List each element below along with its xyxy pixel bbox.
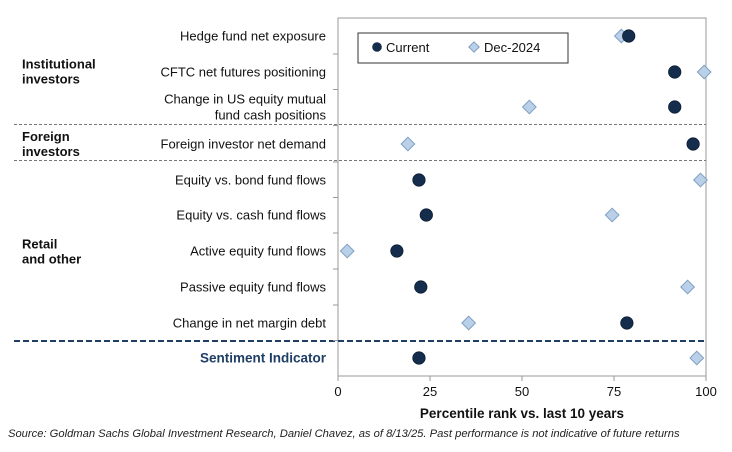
dec-2024-point xyxy=(696,64,712,80)
legend-box xyxy=(357,32,569,64)
category-label: Active equity fund flows xyxy=(190,244,326,259)
x-axis-title: Percentile rank vs. last 10 years xyxy=(420,406,624,421)
current-point xyxy=(419,208,433,222)
current-point xyxy=(390,244,404,258)
x-tick-label: 25 xyxy=(423,384,437,399)
current-point xyxy=(412,351,426,365)
x-tick-label: 75 xyxy=(607,384,621,399)
current-point xyxy=(414,280,428,294)
dec-2024-point xyxy=(339,243,355,259)
source-note: Source: Goldman Sachs Global Investment … xyxy=(8,428,680,440)
current-point xyxy=(412,173,426,187)
category-label: Change in US equity mutual xyxy=(164,92,326,107)
x-tick-label: 100 xyxy=(695,384,717,399)
group-label: investors xyxy=(22,72,80,87)
dec-2024-point xyxy=(400,136,416,152)
legend-current-marker xyxy=(372,42,382,52)
category-label: fund cash positions xyxy=(215,108,327,123)
current-point xyxy=(686,137,700,151)
legend-dec-2024-marker xyxy=(468,41,480,53)
current-point xyxy=(668,65,682,79)
x-tick-label: 50 xyxy=(515,384,529,399)
dec-2024-point xyxy=(604,207,620,223)
category-label: Equity vs. cash fund flows xyxy=(176,208,326,223)
dec-2024-point xyxy=(689,350,705,366)
group-label: investors xyxy=(22,144,80,159)
category-label: Change in net margin debt xyxy=(173,316,327,331)
category-label: Passive equity fund flows xyxy=(180,280,326,295)
group-label: Retail xyxy=(22,237,57,252)
category-label: CFTC net futures positioning xyxy=(161,65,326,80)
current-point xyxy=(620,316,634,330)
group-label: Foreign xyxy=(22,129,70,144)
group-label: Institutional xyxy=(22,57,96,72)
dec-2024-point xyxy=(461,315,477,331)
category-label: Hedge fund net exposure xyxy=(180,29,326,44)
dec-2024-point xyxy=(680,279,696,295)
plot-frame xyxy=(337,17,707,377)
legend-current-label: Current xyxy=(386,40,430,55)
percentile-rank-chart: 0 25 50 75 100 Percentile rank vs. last 10 ye… xyxy=(14,17,717,421)
current-point xyxy=(622,29,636,43)
group-label: and other xyxy=(22,252,81,267)
dec-2024-point xyxy=(521,99,537,115)
current-point xyxy=(668,100,682,114)
x-tick-label: 0 xyxy=(334,384,341,399)
sentiment-indicator-label: Sentiment Indicator xyxy=(200,351,327,366)
category-label: Equity vs. bond fund flows xyxy=(175,173,327,188)
legend-dec-2024-label: Dec-2024 xyxy=(484,40,540,55)
category-label: Foreign investor net demand xyxy=(161,137,326,152)
dec-2024-point xyxy=(692,172,708,188)
